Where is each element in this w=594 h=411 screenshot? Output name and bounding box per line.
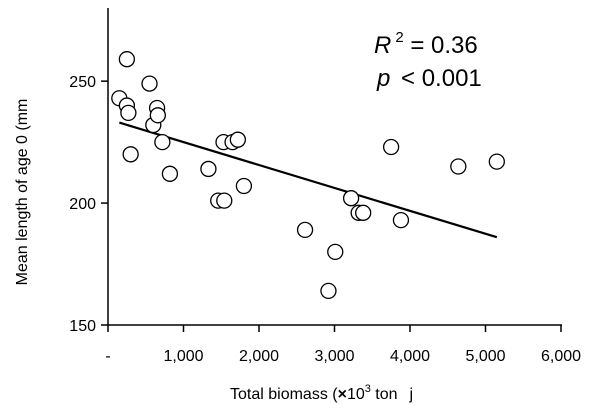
data-point (382, 138, 400, 156)
trendline-group (119, 121, 498, 239)
p-value: < 0.001 (394, 65, 481, 92)
x-ticks: - 1,000 2,000 3,000 4,000 5,000 6,000 (105, 325, 581, 365)
data-point (120, 104, 137, 122)
x-axis-title-close: j (409, 386, 414, 403)
x-axis-title-main: Total biomass ( (230, 386, 338, 403)
data-points (111, 51, 505, 300)
x-tick-label: 3,000 (314, 348, 354, 365)
x-tick-label: 2,000 (239, 348, 279, 365)
x-tick-label: 6,000 (541, 348, 581, 365)
data-point (320, 282, 337, 300)
p-value-annotation: p < 0.001 (376, 65, 482, 92)
data-point (235, 177, 253, 195)
x-axis-title-exp: 3 (365, 383, 371, 395)
data-point (450, 158, 467, 175)
x-axis-title-base: 10 (347, 386, 365, 403)
data-point (141, 75, 158, 92)
y-tick-label: 150 (69, 318, 96, 335)
r2-letter: R (374, 32, 391, 59)
x-axis-title: Total biomass (×103 ton j (230, 383, 413, 403)
x-tick-label: 1,000 (163, 348, 203, 365)
y-tick-label: 200 (69, 196, 96, 213)
data-point (327, 243, 344, 260)
data-point (216, 192, 233, 209)
r2-value: = 0.36 (404, 32, 478, 59)
data-point (161, 165, 179, 182)
data-point (355, 204, 372, 221)
data-point (122, 146, 139, 163)
data-point (154, 133, 171, 151)
x-tick-label: 4,000 (390, 348, 430, 365)
y-axis-title: Mean length of age 0 (mm (14, 99, 31, 286)
data-point (342, 190, 360, 207)
data-point (392, 211, 410, 229)
x-axis-title-times: × (338, 386, 347, 403)
data-point (149, 107, 166, 124)
data-point (200, 160, 217, 178)
x-tick-label: - (105, 348, 110, 365)
data-point (118, 51, 136, 68)
data-point (488, 153, 505, 170)
data-point (229, 131, 247, 148)
x-axis-title-unit: ton (371, 386, 398, 403)
p-letter: p (376, 65, 390, 92)
x-tick-label: 5,000 (465, 348, 505, 365)
y-ticks: 150 200 250 (69, 74, 108, 335)
trendline (119, 121, 498, 239)
r2-exponent: 2 (395, 29, 403, 46)
y-tick-label: 250 (69, 74, 96, 91)
data-point (296, 221, 314, 239)
